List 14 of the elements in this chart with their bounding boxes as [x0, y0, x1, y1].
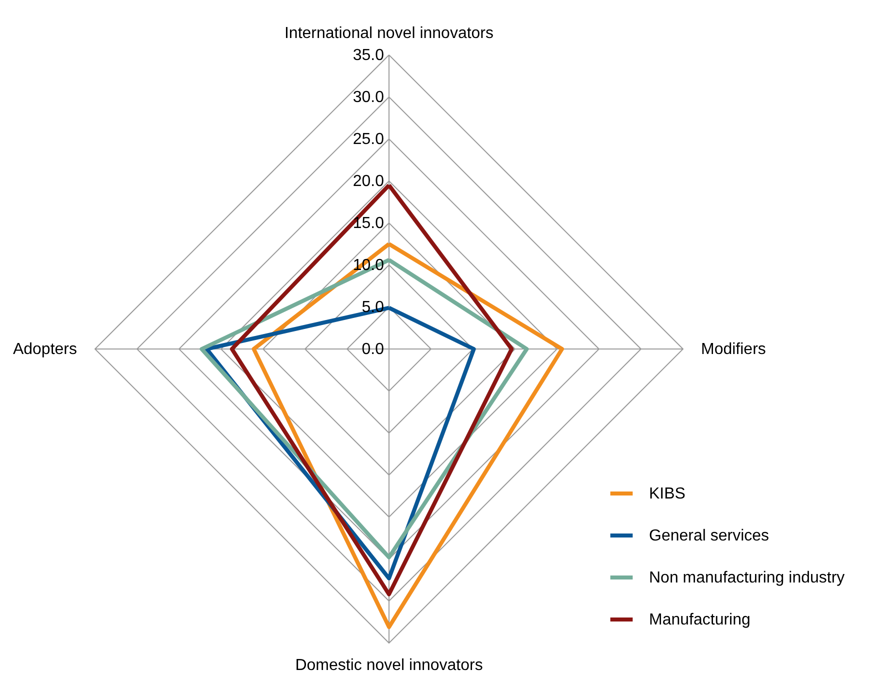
- y-tick-label: 35.0: [352, 47, 384, 64]
- spoke-label: International novel innovators: [284, 25, 494, 42]
- y-tick-label: 15.0: [352, 215, 384, 232]
- y-tick-label: 30.0: [352, 89, 384, 106]
- y-tick-label: 25.0: [352, 131, 384, 148]
- legend-label: Manufacturing: [649, 612, 750, 628]
- legend-label: General services: [649, 528, 770, 544]
- y-tick-label: 0.0: [362, 341, 384, 358]
- spoke-label: Domestic novel innovators: [295, 657, 483, 674]
- legend-label: Non manufacturing industry: [649, 570, 845, 586]
- y-tick-label: 20.0: [352, 173, 384, 190]
- spoke-label: Modifiers: [701, 341, 766, 358]
- legend-label: KIBS: [649, 486, 686, 502]
- spoke-label: Adopters: [12, 341, 77, 358]
